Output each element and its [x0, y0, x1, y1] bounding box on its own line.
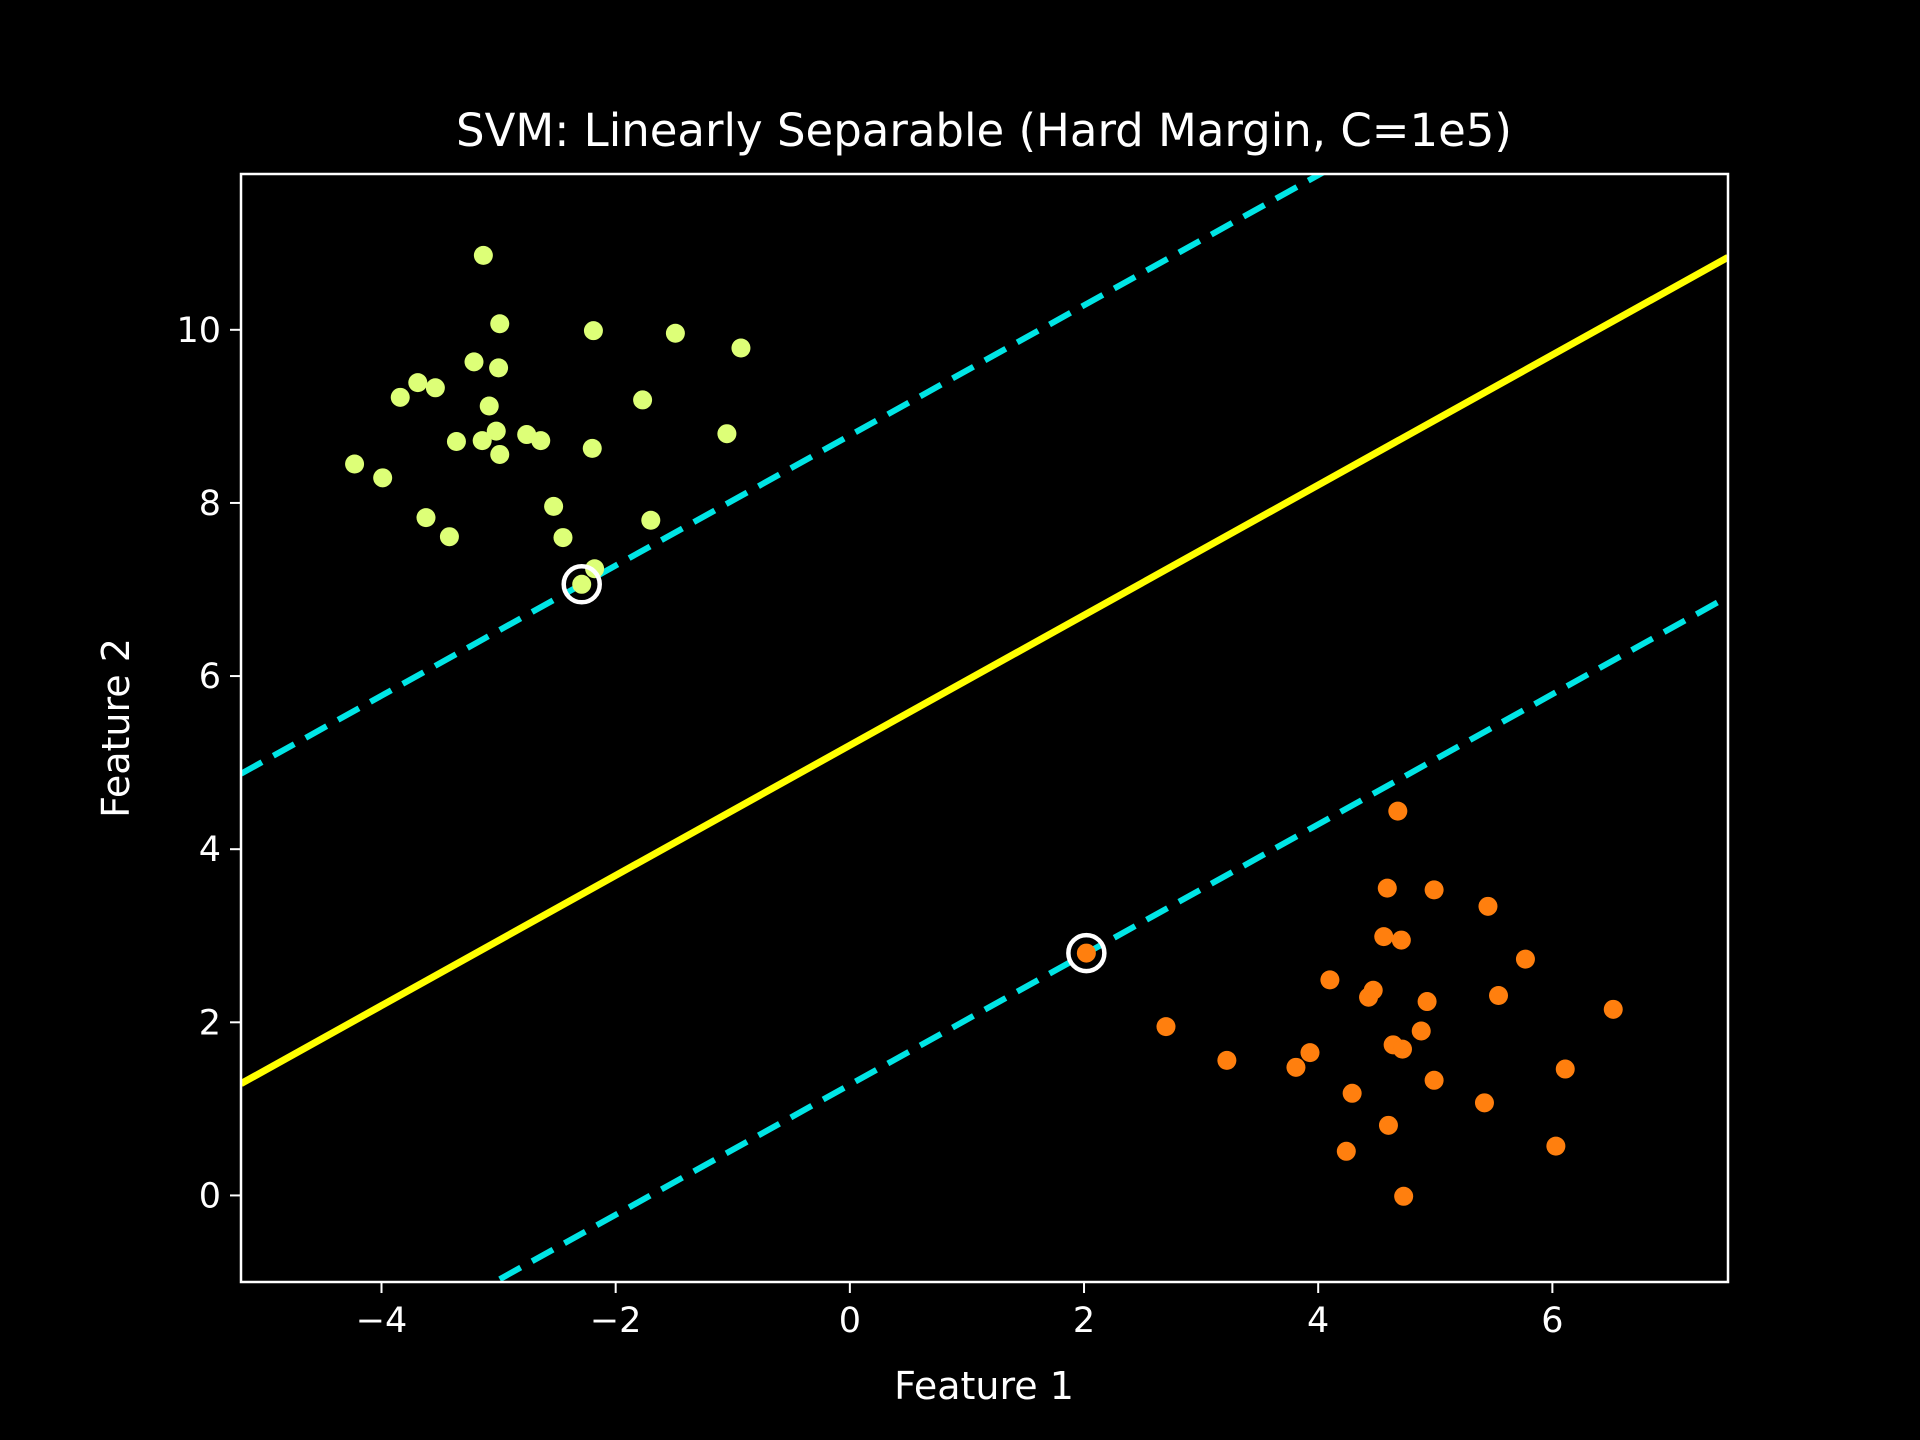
data-point-class-2 — [1156, 1017, 1176, 1037]
data-point-class-1 — [641, 510, 661, 530]
data-point-class-1 — [665, 323, 685, 343]
x-tick-label: 6 — [1541, 1301, 1563, 1341]
data-point-class-2 — [1300, 1043, 1320, 1063]
data-point-class-2 — [1336, 1141, 1356, 1161]
data-point-class-1 — [731, 338, 751, 358]
data-point-class-1 — [464, 352, 484, 372]
y-tick-label: 8 — [199, 484, 221, 524]
data-point-class-2 — [1217, 1050, 1237, 1070]
y-tick-label: 10 — [176, 311, 221, 351]
data-point-class-1 — [489, 358, 509, 378]
y-tick-label: 6 — [199, 657, 221, 697]
decision-boundary-line — [241, 254, 1728, 1087]
data-point-class-1 — [439, 527, 459, 547]
data-point-class-2 — [1424, 1070, 1444, 1090]
plot-area — [241, 174, 1728, 1282]
data-point-class-1 — [486, 421, 506, 441]
support-vector-marker — [561, 564, 602, 605]
y-axis: 0 2 4 6 8 10 — [176, 311, 241, 1216]
data-point-class-2 — [1555, 1059, 1575, 1079]
data-point-class-2 — [1515, 949, 1535, 969]
data-point-class-1 — [472, 431, 492, 451]
plot-frame — [239, 172, 1730, 1284]
x-tick-label: −4 — [356, 1301, 408, 1341]
chart-title: SVM: Linearly Separable (Hard Margin, C=… — [456, 104, 1512, 157]
data-point-class-2 — [1374, 927, 1394, 947]
data-point-class-1 — [572, 574, 592, 594]
x-axis-label: Feature 1 — [894, 1364, 1074, 1408]
data-point-class-1 — [473, 245, 493, 265]
data-point-class-2 — [1424, 880, 1444, 900]
data-point-class-1 — [717, 424, 737, 444]
data-point-class-1 — [531, 431, 551, 451]
x-tick-label: 4 — [1307, 1301, 1329, 1341]
data-point-class-1 — [490, 444, 510, 464]
data-point-class-2 — [1489, 985, 1509, 1005]
data-point-class-2 — [1342, 1083, 1362, 1103]
data-point-class-2 — [1378, 1115, 1398, 1135]
data-point-class-2 — [1474, 1093, 1494, 1113]
x-axis: −4 −2 0 2 4 6 — [356, 1282, 1564, 1341]
data-point-class-1 — [544, 496, 564, 516]
data-point-class-2 — [1392, 1039, 1412, 1059]
data-point-class-2 — [1546, 1136, 1566, 1156]
support-vector-marker — [1066, 932, 1107, 974]
data-point-class-2 — [1417, 992, 1437, 1012]
data-point-class-1 — [373, 468, 393, 488]
data-point-class-1 — [553, 528, 573, 548]
y-tick-label: 0 — [199, 1176, 221, 1216]
data-point-class-1 — [479, 396, 499, 416]
data-point-class-1 — [582, 438, 602, 458]
x-tick-label: 2 — [1073, 1301, 1095, 1341]
data-point-class-2 — [1411, 1021, 1431, 1041]
y-tick-label: 2 — [199, 1003, 221, 1043]
data-point-class-2 — [1076, 943, 1096, 963]
y-axis-label: Feature 2 — [94, 638, 138, 818]
data-point-class-1 — [408, 373, 428, 393]
data-point-class-1 — [416, 508, 436, 528]
x-tick-label: −2 — [590, 1301, 642, 1341]
data-point-class-1 — [633, 390, 653, 410]
data-point-class-1 — [345, 454, 365, 474]
data-point-class-2 — [1359, 987, 1379, 1007]
y-tick-label: 4 — [199, 830, 221, 870]
data-point-class-2 — [1603, 999, 1623, 1019]
data-point-class-1 — [490, 314, 510, 334]
margin-line-2 — [488, 593, 1728, 1282]
x-tick-label: 0 — [839, 1301, 861, 1341]
data-point-class-2 — [1320, 970, 1340, 990]
data-point-class-2 — [1377, 878, 1397, 898]
data-point-class-2 — [1286, 1057, 1306, 1077]
data-point-class-1 — [446, 431, 466, 451]
data-point-class-2 — [1391, 930, 1411, 950]
data-point-class-1 — [390, 387, 410, 407]
data-point-class-1 — [425, 378, 445, 398]
data-point-class-2 — [1478, 896, 1498, 916]
data-point-class-2 — [1388, 801, 1408, 821]
data-point-class-1 — [583, 321, 603, 341]
data-point-class-2 — [1394, 1186, 1414, 1206]
